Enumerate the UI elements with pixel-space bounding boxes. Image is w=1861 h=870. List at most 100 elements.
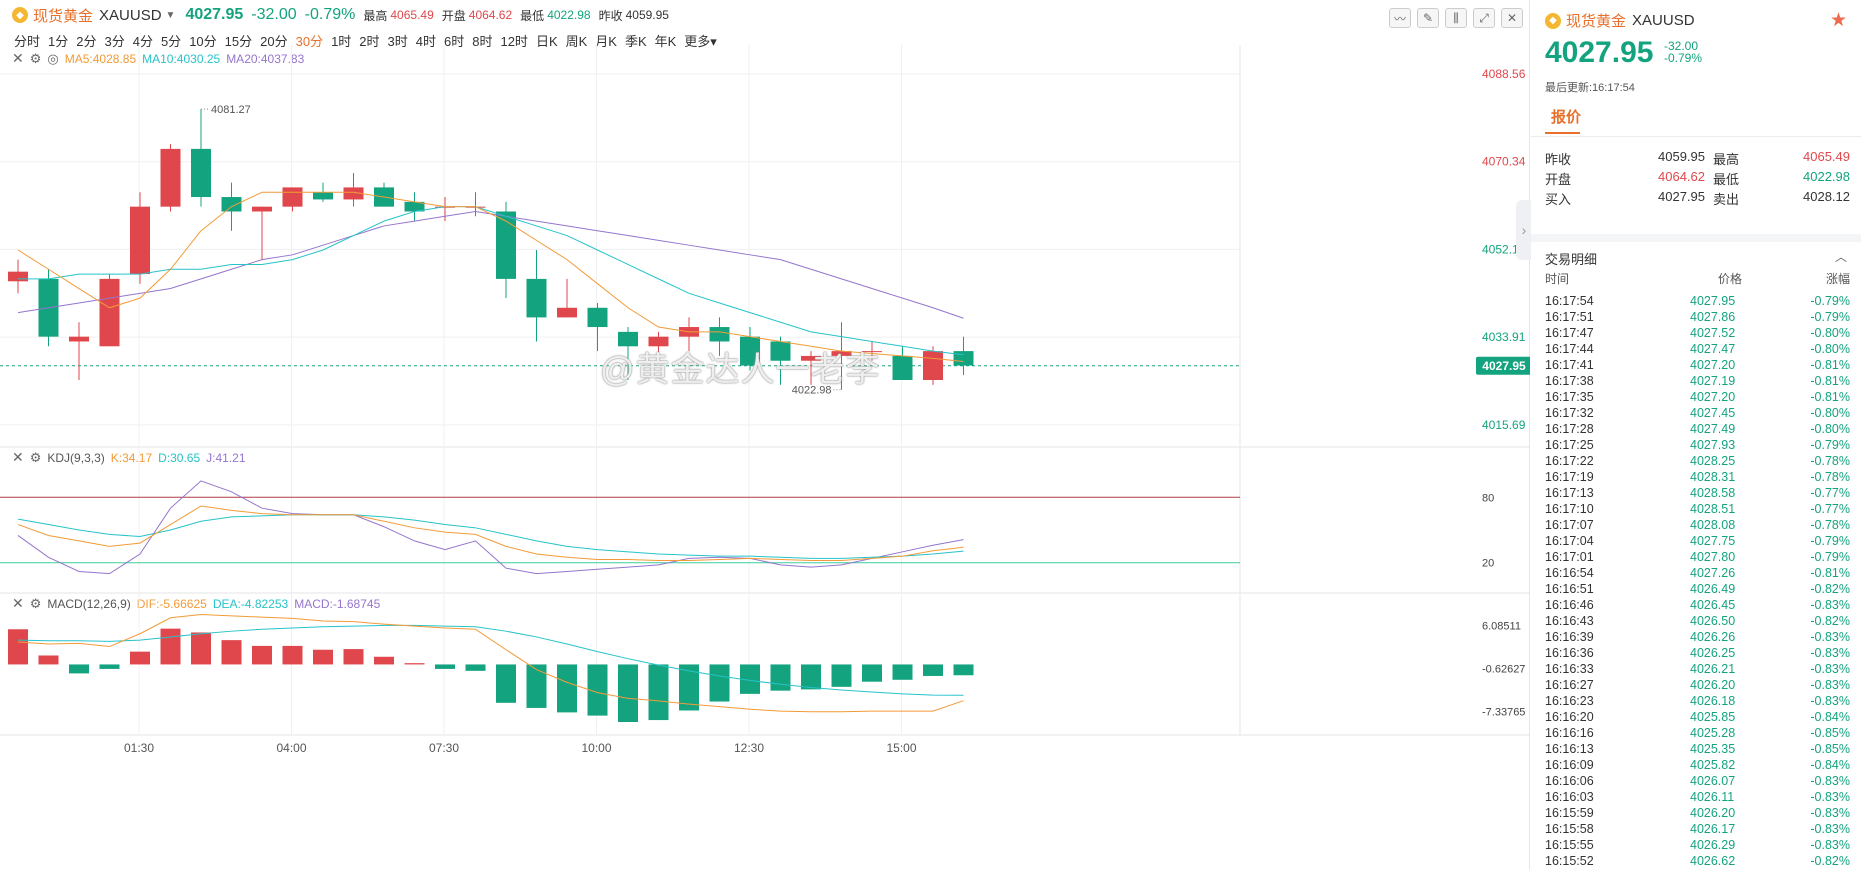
trade-price: 4025.85 <box>1690 710 1736 724</box>
kdj-axis-label-0: 80 <box>1482 492 1494 504</box>
trade-time: 16:16:27 <box>1545 678 1594 692</box>
trade-price: 4027.20 <box>1690 390 1736 404</box>
trades-list[interactable]: 16:17:54 4027.95 -0.79% 16:17:51 4027.86 -0.7… <box>1545 294 1850 870</box>
fullscreen-icon[interactable]: ⤢ <box>1473 8 1495 28</box>
settings-gear-icon[interactable]: ⚙ <box>29 50 42 66</box>
trade-row: 16:15:55 4026.29 -0.83% <box>1545 838 1850 854</box>
period-6[interactable]: 10分 <box>189 33 217 49</box>
close-icon[interactable]: ✕ <box>1501 8 1523 28</box>
header-change-pct: -0.79% <box>304 6 356 23</box>
trades-head-price: 价格 <box>1717 272 1742 286</box>
macd-bar-2 <box>69 664 89 674</box>
period-15[interactable]: 8时 <box>472 33 493 49</box>
period-22[interactable]: 更多▾ <box>684 33 717 49</box>
kdj-k-line <box>17 505 964 562</box>
close-kdj-icon[interactable]: ✕ <box>12 449 24 465</box>
trade-time: 16:17:19 <box>1545 470 1594 484</box>
period-17[interactable]: 日K <box>535 33 558 49</box>
trade-chg: -0.80% <box>1810 422 1850 436</box>
trade-row: 16:16:46 4026.45 -0.83% <box>1545 598 1850 614</box>
candle-style-icon[interactable]: ⫼ <box>1445 8 1467 28</box>
trade-price: 4027.19 <box>1690 374 1736 388</box>
period-10[interactable]: 1时 <box>331 33 352 49</box>
macd-bar-19 <box>587 664 608 716</box>
trade-price: 4026.18 <box>1690 694 1736 708</box>
trade-chg: -0.82% <box>1810 582 1850 596</box>
period-0[interactable]: 分时 <box>14 33 41 49</box>
trade-price: 4026.20 <box>1690 806 1736 820</box>
period-4[interactable]: 4分 <box>132 33 153 49</box>
period-14[interactable]: 6时 <box>444 33 465 49</box>
candle-body-13 <box>404 201 425 212</box>
panel-symbol-code: XAUUSD <box>1632 12 1695 29</box>
kdj-k-legend: K:34.17 <box>110 450 153 465</box>
macd-axis-label-2: -7.33765 <box>1482 706 1525 718</box>
current-price-tag: 4027.95 <box>1482 359 1526 373</box>
period-9[interactable]: 30分 <box>295 33 324 49</box>
line-chart-icon[interactable]: 〰 <box>1389 8 1411 28</box>
trade-row: 16:17:25 4027.93 -0.79% <box>1545 438 1850 454</box>
time-label-3: 10:00 <box>581 741 611 755</box>
close-ma-icon[interactable]: ✕ <box>12 50 24 66</box>
period-8[interactable]: 20分 <box>260 33 288 49</box>
chart-area[interactable]: ◆ 现货黄金 XAUUSD ▼ 4027.95 -32.00 -0.79% 最高… <box>0 0 1530 870</box>
quote-row: 买入 4027.95 卖出 4028.12 <box>1545 189 1850 207</box>
ma20-legend: MA20:4037.83 <box>226 51 305 66</box>
macd-bar-18 <box>557 664 577 713</box>
trade-chg: -0.79% <box>1810 294 1850 308</box>
period-16[interactable]: 12时 <box>500 33 528 49</box>
trade-time: 16:15:59 <box>1545 806 1594 820</box>
period-12[interactable]: 3时 <box>387 33 408 49</box>
period-5[interactable]: 5分 <box>160 33 182 49</box>
trade-row: 16:16:06 4026.07 -0.83% <box>1545 774 1850 790</box>
trade-time: 16:16:51 <box>1545 582 1594 596</box>
period-21[interactable]: 年K <box>654 33 677 49</box>
panel-toggle-chevron-icon[interactable]: › <box>1516 200 1532 260</box>
kdj-j-line <box>17 480 964 575</box>
tab-quote[interactable]: 报价 <box>1551 109 1582 126</box>
draw-pen-icon[interactable]: ✎ <box>1417 8 1439 28</box>
period-18[interactable]: 周K <box>565 33 588 49</box>
eye-icon[interactable]: ◎ <box>47 50 59 66</box>
trade-row: 16:16:39 4026.26 -0.83% <box>1545 630 1850 646</box>
period-20[interactable]: 季K <box>624 33 647 49</box>
period-7[interactable]: 15分 <box>224 33 253 49</box>
trade-chg: -0.83% <box>1810 630 1850 644</box>
section-divider <box>1531 234 1861 242</box>
trade-row: 16:17:41 4027.20 -0.81% <box>1545 358 1850 374</box>
trade-time: 16:17:51 <box>1545 310 1594 324</box>
period-2[interactable]: 2分 <box>76 33 97 49</box>
period-1[interactable]: 1分 <box>48 33 69 49</box>
close-macd-icon[interactable]: ✕ <box>12 595 24 611</box>
macd-settings-gear-icon[interactable]: ⚙ <box>29 595 42 611</box>
period-13[interactable]: 4时 <box>415 33 436 49</box>
trade-row: 16:16:16 4025.28 -0.85% <box>1545 726 1850 742</box>
favorite-star-icon[interactable]: ★ <box>1829 10 1847 31</box>
trade-price: 4026.49 <box>1690 582 1736 596</box>
trade-chg: -0.83% <box>1810 790 1850 804</box>
price-axis-label-1: 4070.34 <box>1482 155 1526 169</box>
trade-chg: -0.85% <box>1810 742 1850 756</box>
period-11[interactable]: 2时 <box>359 33 380 49</box>
kdj-settings-gear-icon[interactable]: ⚙ <box>29 449 42 465</box>
symbol-code[interactable]: XAUUSD <box>99 6 162 24</box>
macd-bar-26 <box>801 664 821 690</box>
period-19[interactable]: 月K <box>595 33 617 49</box>
trade-time: 16:16:46 <box>1545 598 1594 612</box>
time-label-4: 12:30 <box>734 741 764 755</box>
candle-body-1 <box>38 278 59 337</box>
candlestick-chart[interactable]: 01:30 04:00 07:30 10:00 12:30 15:00 4088.56 407… <box>0 0 1530 870</box>
trade-chg: -0.79% <box>1810 550 1850 564</box>
trade-time: 16:16:33 <box>1545 662 1594 676</box>
candle-body-2 <box>69 336 89 342</box>
high-value: 4065.49 <box>390 8 434 22</box>
macd-bar-23 <box>709 664 730 702</box>
macd-bar-31 <box>953 664 974 676</box>
price-axis-label-4: 4015.69 <box>1482 418 1526 432</box>
trade-time: 16:17:07 <box>1545 518 1594 532</box>
quote-cell-3: 4028.12 <box>1803 189 1850 204</box>
period-3[interactable]: 3分 <box>104 33 125 49</box>
quote-cell-0: 开盘 <box>1545 172 1572 187</box>
symbol-dropdown-icon[interactable]: ▼ <box>165 9 176 21</box>
collapse-chevron-up-icon[interactable]: ︿ <box>1834 250 1847 264</box>
